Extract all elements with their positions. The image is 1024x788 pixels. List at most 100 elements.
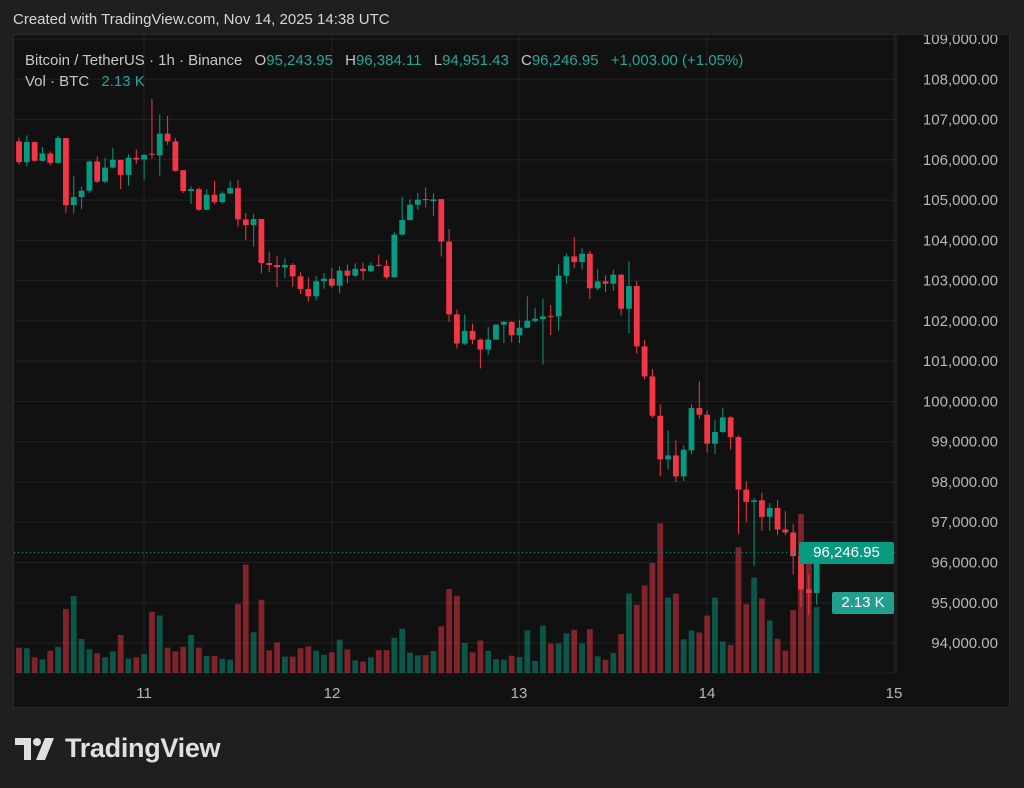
price-tick-label: 97,000.00 (931, 514, 998, 531)
time-tick-label: 14 (699, 685, 716, 702)
time-tick-label: 11 (136, 685, 152, 702)
volume-bar (78, 639, 85, 673)
candle-body (665, 455, 671, 460)
candle-body (219, 193, 226, 203)
candle-body (743, 489, 750, 502)
candle-body (195, 189, 202, 210)
candle-body (70, 197, 77, 206)
volume-bar (477, 640, 484, 673)
candle-body (141, 154, 148, 160)
volume-bar (696, 632, 703, 673)
change-value: +1,003.00 (+1.05%) (610, 52, 744, 69)
volume-bar (751, 577, 757, 673)
volume-bar (321, 654, 327, 673)
candle-body (47, 153, 54, 163)
candle-body (751, 500, 757, 502)
volume-bar (610, 652, 617, 673)
candle-body (16, 141, 22, 163)
volume-bar (188, 634, 194, 673)
candle-body (759, 500, 765, 517)
volume-bar (633, 604, 640, 673)
volume-bar (219, 658, 226, 673)
volume-bar (352, 660, 359, 673)
candle-body (305, 288, 312, 297)
volume-bar (328, 652, 335, 673)
symbol-label[interactable]: Bitcoin / TetherUS · 1h · Binance (25, 52, 243, 69)
volume-bar (516, 656, 523, 673)
volume-bar (743, 604, 750, 673)
candle-body (156, 133, 163, 156)
candle-body (641, 346, 648, 377)
price-tick-label: 102,000.00 (923, 313, 998, 330)
candlestick-chart[interactable]: 109,000.00 108,000.00 107,000.00 106,000.00… (14, 35, 1010, 708)
candle-body (430, 199, 437, 202)
candle-body (109, 159, 116, 168)
candle-body (102, 167, 108, 182)
volume-bar (211, 656, 218, 673)
candle-body (508, 321, 515, 336)
volume-bar (313, 650, 320, 673)
candle-body (117, 159, 124, 175)
candle-body (235, 188, 241, 220)
candle-body (563, 256, 570, 276)
candle-body (766, 507, 773, 517)
volume-bar (626, 593, 632, 673)
candle-body (281, 264, 288, 268)
candle-body (477, 339, 484, 350)
volume-bar (680, 639, 687, 673)
candle-body (571, 256, 578, 263)
volume-bar (164, 647, 171, 673)
candle-body (63, 138, 69, 206)
time-tick-label: 13 (511, 685, 528, 702)
price-tick-label: 98,000.00 (931, 474, 998, 491)
candle-body (31, 142, 38, 161)
candle-body (23, 142, 30, 163)
chart-panel[interactable]: 109,000.00 108,000.00 107,000.00 106,000.00… (13, 34, 1010, 708)
volume-bar (399, 628, 406, 673)
volume-bar (571, 629, 578, 673)
volume-bar (368, 657, 374, 673)
volume-bar (141, 654, 148, 673)
volume-bar (235, 603, 241, 673)
volume-bar (133, 657, 140, 673)
volume-bar (23, 648, 30, 673)
volume-bar (63, 609, 69, 673)
candle-body (727, 417, 734, 438)
candle-body (375, 264, 382, 266)
price-tick-label: 101,000.00 (923, 353, 998, 370)
candle-body (391, 234, 398, 278)
candle-body (805, 589, 812, 593)
volume-bar (55, 647, 61, 673)
candle-body (250, 219, 257, 226)
candle-body (735, 437, 742, 490)
candle-body (782, 529, 789, 533)
price-tick-label: 96,000.00 (931, 555, 998, 572)
open-label: O (254, 52, 267, 69)
current-price-tag: 96,246.95 (799, 542, 894, 564)
price-axis-area[interactable] (896, 35, 1010, 708)
candle-body (704, 414, 711, 444)
volume-bar (39, 659, 46, 673)
volume-bar (782, 650, 789, 673)
volume-bar (532, 660, 539, 673)
tradingview-logo[interactable]: TradingView (15, 733, 221, 764)
volume-bar (242, 564, 249, 673)
price-tick-label: 106,000.00 (923, 152, 998, 169)
volume-bar (266, 650, 273, 673)
legend-row-volume: Vol · BTC 2.13 K (25, 71, 743, 92)
volume-bar (446, 588, 452, 673)
candle-body (688, 408, 695, 451)
candle-body (94, 161, 101, 182)
time-tick-label: 15 (886, 685, 903, 702)
candle-body (133, 157, 140, 160)
volume-bar (414, 655, 421, 673)
volume-bar (94, 653, 101, 673)
candle-body (516, 327, 523, 336)
volume-bar (360, 661, 366, 673)
price-tick-label: 108,000.00 (923, 71, 998, 88)
candle-body (524, 320, 531, 328)
volume-bar (704, 615, 711, 673)
volume-bar (540, 625, 546, 673)
volume-label[interactable]: Vol · BTC (25, 73, 90, 90)
candle-body (813, 552, 820, 593)
